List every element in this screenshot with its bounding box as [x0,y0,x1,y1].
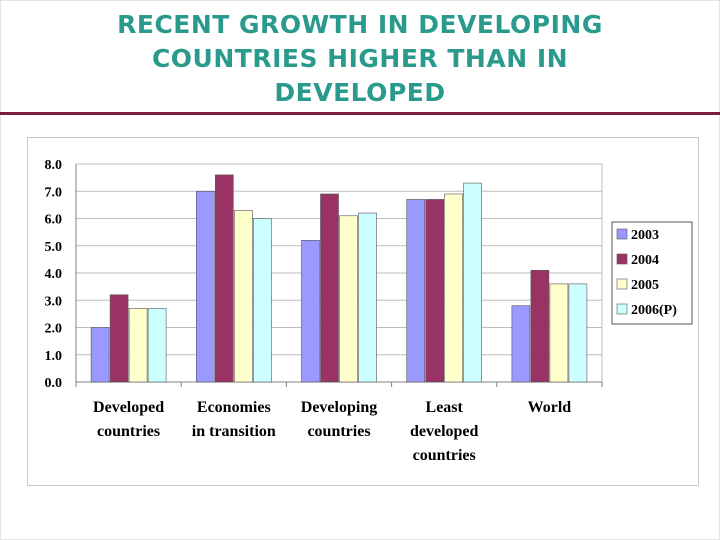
y-tick-label: 3.0 [45,294,63,309]
x-tick-label: countries [413,447,476,464]
x-tick-label: in transition [192,423,276,440]
y-tick-label: 4.0 [45,267,63,282]
bar [425,199,445,383]
title-line-3: DEVELOPED [274,78,446,107]
x-tick-label: Economies [197,399,271,416]
slide-title: RECENT GROWTH IN DEVELOPING COUNTRIES HI… [70,8,650,110]
bar [215,174,234,383]
bar-chart: 0.0 1.0 2.0 3.0 4.0 5.0 6.0 7.0 8.0 Developed coun… [45,158,693,464]
y-tick-label: 8.0 [45,158,63,173]
bar [568,283,588,383]
title-line-2: COUNTRIES HIGHER THAN IN [151,44,569,73]
x-tick-label: World [528,399,572,416]
legend-label: 2004 [631,253,659,268]
y-tick-label: 1.0 [45,349,63,364]
y-tick-label: 7.0 [45,185,63,200]
bar [549,283,569,383]
title-divider [0,112,720,115]
bar [90,327,110,383]
bar [234,210,253,383]
legend-swatch [616,278,628,290]
bar [444,193,464,383]
bar [339,215,358,383]
y-tick-label: 0.0 [45,376,63,391]
legend-swatch [616,253,628,265]
bar [253,218,272,383]
x-tick-label: countries [97,423,160,440]
x-tick-label: Least [426,399,464,416]
bar [511,305,531,383]
legend-label: 2003 [631,228,659,243]
x-tick-label: developed [410,423,479,440]
y-tick-label: 5.0 [45,240,63,255]
bar [147,308,167,383]
bar [196,190,215,383]
title-line-1: RECENT GROWTH IN DEVELOPING [117,10,603,39]
y-tick-label: 6.0 [45,213,63,228]
x-tick-label: Developing [301,399,377,416]
bar [301,240,320,383]
x-tick-label: Developed [93,399,164,416]
legend-swatch [616,228,628,240]
legend-label: 2005 [631,278,659,293]
legend-label: 2006(P) [631,303,677,318]
bar [109,294,129,383]
y-tick-label: 2.0 [45,322,63,337]
bar [463,182,483,383]
bar [406,199,426,383]
bar [320,193,339,383]
bar [530,269,550,383]
x-tick-label: countries [307,423,370,440]
bar [128,308,148,383]
bar [358,212,377,383]
legend-swatch [616,303,628,315]
chart-area: 0.0 1.0 2.0 3.0 4.0 5.0 6.0 7.0 8.0 Developed coun… [27,137,699,486]
